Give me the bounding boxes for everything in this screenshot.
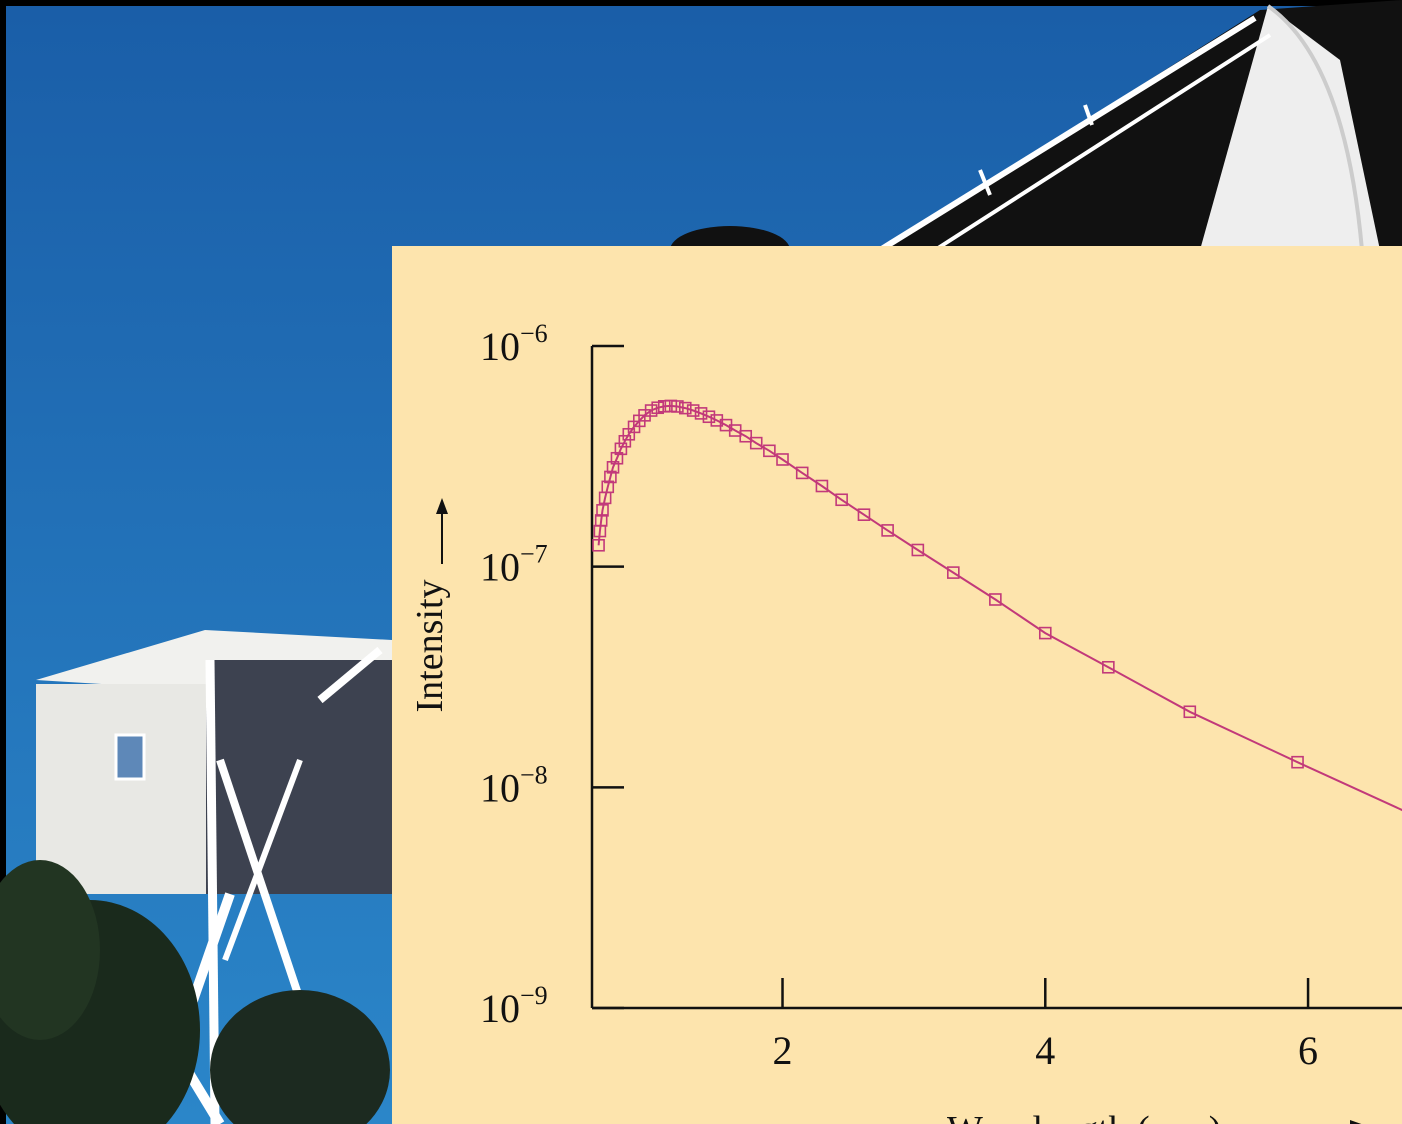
data-point bbox=[911, 543, 925, 557]
y-axis-label: Intensity bbox=[409, 580, 451, 713]
data-point bbox=[644, 404, 658, 417]
axes bbox=[590, 346, 1402, 1010]
data-point bbox=[795, 466, 809, 480]
data-point bbox=[678, 401, 692, 415]
chart-panel: 10−6 10−7 10−8 10−9 2 4 6 Intensity Wavelength… bbox=[392, 246, 1402, 1124]
data-point bbox=[739, 429, 753, 443]
data-point bbox=[1291, 755, 1304, 769]
data-point bbox=[835, 493, 848, 507]
intensity-chart: 10−6 10−7 10−8 10−9 2 4 6 Intensity Wavelength… bbox=[409, 319, 1402, 1124]
data-point bbox=[610, 451, 624, 465]
data-point bbox=[651, 401, 664, 415]
data-point bbox=[710, 414, 724, 427]
data-point bbox=[947, 566, 960, 579]
data-point bbox=[596, 504, 609, 517]
data-point bbox=[657, 400, 671, 413]
data-point bbox=[618, 434, 632, 448]
horn-antenna bbox=[670, 0, 1402, 274]
data-point bbox=[763, 444, 776, 458]
x-tick-label: 6 bbox=[1298, 1028, 1318, 1073]
ticks: 10−6 10−7 10−8 10−9 2 4 6 bbox=[480, 319, 1318, 1073]
x-axis-arrow bbox=[1350, 1120, 1362, 1124]
data-point bbox=[664, 399, 678, 413]
series-points bbox=[592, 399, 1304, 769]
y-tick-label: 10−8 bbox=[480, 760, 548, 810]
data-point bbox=[594, 514, 608, 527]
data-point bbox=[601, 480, 615, 494]
x-tick-label: 2 bbox=[773, 1028, 793, 1073]
data-point bbox=[592, 538, 605, 552]
data-point bbox=[989, 593, 1002, 606]
data-point bbox=[694, 407, 708, 420]
data-point bbox=[614, 442, 628, 456]
data-point bbox=[671, 400, 684, 413]
series-fit-line bbox=[597, 404, 1402, 812]
data-point bbox=[1038, 626, 1052, 640]
y-axis-arrow bbox=[436, 498, 448, 564]
data-point bbox=[686, 404, 700, 417]
data-point bbox=[606, 461, 620, 474]
axis-labels: Intensity Wavelength (mm) bbox=[409, 498, 1362, 1124]
data-point bbox=[604, 470, 617, 484]
data-point bbox=[749, 436, 763, 450]
x-tick-label: 4 bbox=[1035, 1028, 1055, 1073]
data-point bbox=[815, 479, 829, 493]
data-point bbox=[1183, 705, 1197, 719]
y-tick-label: 10−7 bbox=[480, 540, 548, 590]
y-tick-label: 10−9 bbox=[480, 981, 548, 1031]
x-axis-label: Wavelength (mm) bbox=[947, 1109, 1221, 1124]
data-point bbox=[776, 453, 789, 466]
data-point bbox=[1102, 660, 1115, 674]
data-point bbox=[857, 508, 871, 521]
trees bbox=[0, 860, 390, 1124]
data-point bbox=[702, 410, 716, 424]
y-tick-label: 10−6 bbox=[480, 319, 548, 369]
data-point bbox=[881, 524, 894, 537]
